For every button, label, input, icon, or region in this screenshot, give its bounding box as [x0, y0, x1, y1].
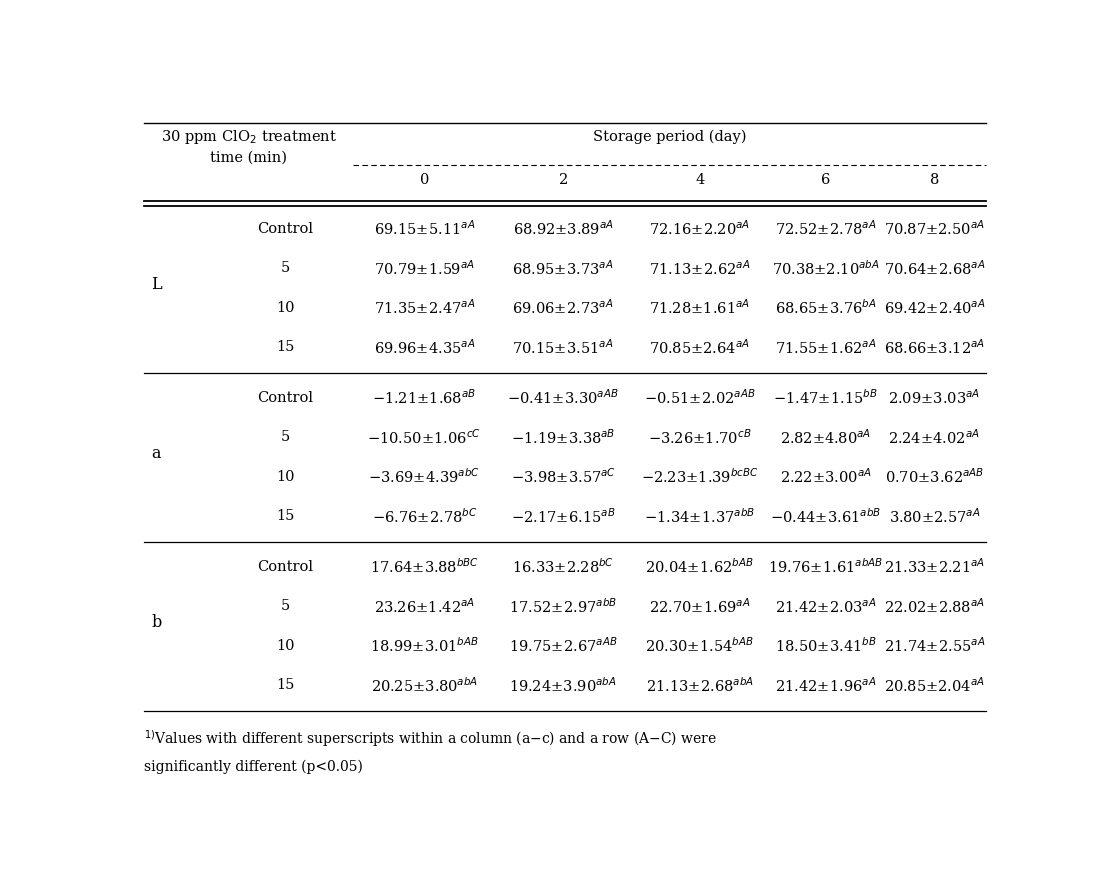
Text: a: a	[151, 445, 161, 462]
Text: 69.42±2.40$^{aA}$: 69.42±2.40$^{aA}$	[884, 298, 984, 317]
Text: 22.02±2.88$^{aA}$: 22.02±2.88$^{aA}$	[884, 597, 984, 616]
Text: 10: 10	[277, 470, 295, 484]
Text: L: L	[151, 276, 162, 293]
Text: −1.21±1.68$^{aB}$: −1.21±1.68$^{aB}$	[372, 389, 476, 407]
Text: 68.92±3.89$^{aA}$: 68.92±3.89$^{aA}$	[513, 219, 614, 238]
Text: 72.52±2.78$^{aA}$: 72.52±2.78$^{aA}$	[775, 219, 877, 238]
Text: 68.66±3.12$^{aA}$: 68.66±3.12$^{aA}$	[884, 338, 984, 357]
Text: −1.19±3.38$^{aB}$: −1.19±3.38$^{aB}$	[511, 428, 615, 447]
Text: 15: 15	[277, 679, 295, 692]
Text: 17.52±2.97$^{abB}$: 17.52±2.97$^{abB}$	[510, 597, 617, 616]
Text: 18.99±3.01$^{bAB}$: 18.99±3.01$^{bAB}$	[370, 636, 478, 655]
Text: 21.33±2.21$^{aA}$: 21.33±2.21$^{aA}$	[884, 558, 984, 576]
Text: −3.26±1.70$^{cB}$: −3.26±1.70$^{cB}$	[648, 428, 752, 447]
Text: 21.74±2.55$^{aA}$: 21.74±2.55$^{aA}$	[884, 636, 984, 655]
Text: Control: Control	[258, 560, 314, 573]
Text: 6: 6	[821, 173, 830, 188]
Text: 20.85±2.04$^{aA}$: 20.85±2.04$^{aA}$	[884, 676, 984, 695]
Text: 16.33±2.28$^{bC}$: 16.33±2.28$^{bC}$	[512, 558, 614, 576]
Text: Control: Control	[258, 391, 314, 404]
Text: 5: 5	[281, 599, 290, 613]
Text: 2: 2	[559, 173, 568, 188]
Text: 70.15±3.51$^{aA}$: 70.15±3.51$^{aA}$	[513, 338, 614, 357]
Text: 5: 5	[281, 261, 290, 275]
Text: 2.24±4.02$^{aA}$: 2.24±4.02$^{aA}$	[888, 428, 980, 447]
Text: 70.38±2.10$^{abA}$: 70.38±2.10$^{abA}$	[772, 259, 879, 278]
Text: 70.64±2.68$^{aA}$: 70.64±2.68$^{aA}$	[884, 259, 984, 278]
Text: 2.82±4.80$^{aA}$: 2.82±4.80$^{aA}$	[781, 428, 871, 447]
Text: 70.79±1.59$^{aA}$: 70.79±1.59$^{aA}$	[374, 259, 475, 278]
Text: 15: 15	[277, 510, 295, 523]
Text: 19.76±1.61$^{abAB}$: 19.76±1.61$^{abAB}$	[768, 558, 884, 576]
Text: −1.47±1.15$^{bB}$: −1.47±1.15$^{bB}$	[774, 389, 878, 407]
Text: b: b	[151, 614, 161, 631]
Text: 21.13±2.68$^{abA}$: 21.13±2.68$^{abA}$	[646, 676, 754, 695]
Text: −3.69±4.39$^{abC}$: −3.69±4.39$^{abC}$	[368, 467, 480, 486]
Text: 71.35±2.47$^{aA}$: 71.35±2.47$^{aA}$	[374, 298, 475, 317]
Text: 10: 10	[277, 639, 295, 653]
Text: −0.41±3.30$^{aAB}$: −0.41±3.30$^{aAB}$	[507, 389, 619, 407]
Text: 22.70±1.69$^{aA}$: 22.70±1.69$^{aA}$	[650, 597, 750, 616]
Text: 68.95±3.73$^{aA}$: 68.95±3.73$^{aA}$	[513, 259, 614, 278]
Text: −1.34±1.37$^{abB}$: −1.34±1.37$^{abB}$	[644, 507, 755, 526]
Text: $^{1)}$Values with different superscripts within a column (a$-$c) and a row (A$-: $^{1)}$Values with different superscript…	[144, 728, 717, 773]
Text: 20.25±3.80$^{abA}$: 20.25±3.80$^{abA}$	[371, 676, 478, 695]
Text: 19.75±2.67$^{aAB}$: 19.75±2.67$^{aAB}$	[508, 636, 617, 655]
Text: −2.17±6.15$^{aB}$: −2.17±6.15$^{aB}$	[511, 507, 615, 526]
Text: 21.42±2.03$^{aA}$: 21.42±2.03$^{aA}$	[775, 597, 877, 616]
Text: 10: 10	[277, 301, 295, 315]
Text: 71.55±1.62$^{aA}$: 71.55±1.62$^{aA}$	[775, 338, 877, 357]
Text: 5: 5	[281, 430, 290, 444]
Text: 8: 8	[930, 173, 939, 188]
Text: 2.22±3.00$^{aA}$: 2.22±3.00$^{aA}$	[780, 467, 871, 486]
Text: 70.87±2.50$^{aA}$: 70.87±2.50$^{aA}$	[884, 219, 984, 238]
Text: 20.30±1.54$^{bAB}$: 20.30±1.54$^{bAB}$	[645, 636, 754, 655]
Text: 23.26±1.42$^{aA}$: 23.26±1.42$^{aA}$	[374, 597, 475, 616]
Text: 3.80±2.57$^{aA}$: 3.80±2.57$^{aA}$	[888, 507, 980, 526]
Text: 69.06±2.73$^{aA}$: 69.06±2.73$^{aA}$	[513, 298, 614, 317]
Text: Storage period (day): Storage period (day)	[592, 130, 746, 144]
Text: 0: 0	[420, 173, 429, 188]
Text: −0.51±2.02$^{aAB}$: −0.51±2.02$^{aAB}$	[644, 389, 756, 407]
Text: −3.98±3.57$^{aC}$: −3.98±3.57$^{aC}$	[511, 467, 616, 486]
Text: 17.64±3.88$^{bBC}$: 17.64±3.88$^{bBC}$	[370, 558, 478, 576]
Text: 0.70±3.62$^{aAB}$: 0.70±3.62$^{aAB}$	[885, 467, 983, 486]
Text: 72.16±2.20$^{aA}$: 72.16±2.20$^{aA}$	[650, 219, 750, 238]
Text: 15: 15	[277, 341, 295, 354]
Text: 19.24±3.90$^{abA}$: 19.24±3.90$^{abA}$	[510, 676, 617, 695]
Text: 18.50±3.41$^{bB}$: 18.50±3.41$^{bB}$	[775, 636, 877, 655]
Text: 4: 4	[696, 173, 704, 188]
Text: −10.50±1.06$^{cC}$: −10.50±1.06$^{cC}$	[367, 428, 482, 447]
Text: 69.96±4.35$^{aA}$: 69.96±4.35$^{aA}$	[374, 338, 475, 357]
Text: 21.42±1.96$^{aA}$: 21.42±1.96$^{aA}$	[775, 676, 877, 695]
Text: 69.15±5.11$^{aA}$: 69.15±5.11$^{aA}$	[374, 219, 475, 238]
Text: 70.85±2.64$^{aA}$: 70.85±2.64$^{aA}$	[650, 338, 750, 357]
Text: 30 ppm ClO$_2$ treatment
time (min): 30 ppm ClO$_2$ treatment time (min)	[160, 127, 336, 165]
Text: Control: Control	[258, 222, 314, 236]
Text: −6.76±2.78$^{bC}$: −6.76±2.78$^{bC}$	[372, 507, 477, 526]
Text: −2.23±1.39$^{bcBC}$: −2.23±1.39$^{bcBC}$	[641, 467, 758, 486]
Text: 71.13±2.62$^{aA}$: 71.13±2.62$^{aA}$	[650, 259, 750, 278]
Text: −0.44±3.61$^{abB}$: −0.44±3.61$^{abB}$	[771, 507, 881, 526]
Text: 68.65±3.76$^{bA}$: 68.65±3.76$^{bA}$	[775, 298, 877, 317]
Text: 2.09±3.03$^{aA}$: 2.09±3.03$^{aA}$	[888, 389, 980, 407]
Text: 71.28±1.61$^{aA}$: 71.28±1.61$^{aA}$	[650, 298, 750, 317]
Text: 20.04±1.62$^{bAB}$: 20.04±1.62$^{bAB}$	[645, 558, 754, 576]
